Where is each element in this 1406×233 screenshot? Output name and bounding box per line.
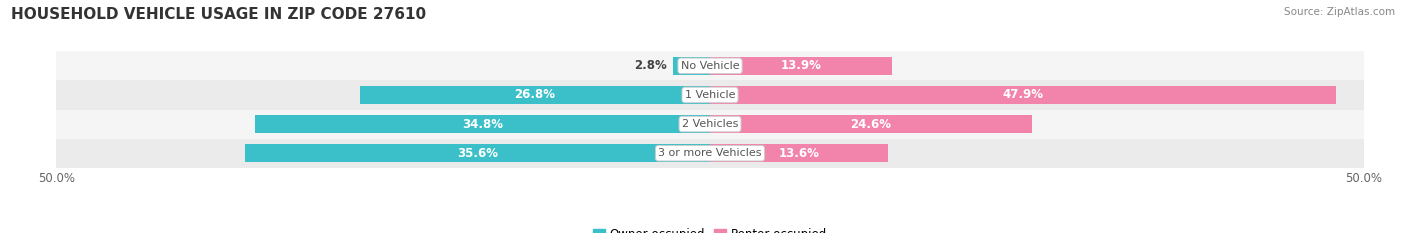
Bar	[360, 86, 710, 104]
Bar	[56, 110, 1364, 139]
Text: 34.8%: 34.8%	[463, 118, 503, 130]
Text: No Vehicle: No Vehicle	[681, 61, 740, 71]
Text: 47.9%: 47.9%	[1002, 89, 1043, 101]
Text: HOUSEHOLD VEHICLE USAGE IN ZIP CODE 27610: HOUSEHOLD VEHICLE USAGE IN ZIP CODE 2761…	[11, 7, 426, 22]
Text: 13.9%: 13.9%	[780, 59, 821, 72]
Legend: Owner-occupied, Renter-occupied: Owner-occupied, Renter-occupied	[588, 223, 832, 233]
Text: 2.8%: 2.8%	[634, 59, 666, 72]
Bar	[710, 144, 887, 162]
Text: Source: ZipAtlas.com: Source: ZipAtlas.com	[1284, 7, 1395, 17]
Text: 1 Vehicle: 1 Vehicle	[685, 90, 735, 100]
Text: 35.6%: 35.6%	[457, 147, 498, 160]
Bar	[710, 115, 1032, 133]
Text: 3 or more Vehicles: 3 or more Vehicles	[658, 148, 762, 158]
Bar	[245, 144, 710, 162]
Bar	[673, 57, 710, 75]
Text: 24.6%: 24.6%	[851, 118, 891, 130]
Text: 2 Vehicles: 2 Vehicles	[682, 119, 738, 129]
Text: 13.6%: 13.6%	[779, 147, 820, 160]
Text: 26.8%: 26.8%	[515, 89, 555, 101]
Bar	[56, 51, 1364, 80]
Bar	[710, 57, 891, 75]
Bar	[254, 115, 710, 133]
Bar	[56, 139, 1364, 168]
Bar	[710, 86, 1336, 104]
Bar	[56, 80, 1364, 110]
